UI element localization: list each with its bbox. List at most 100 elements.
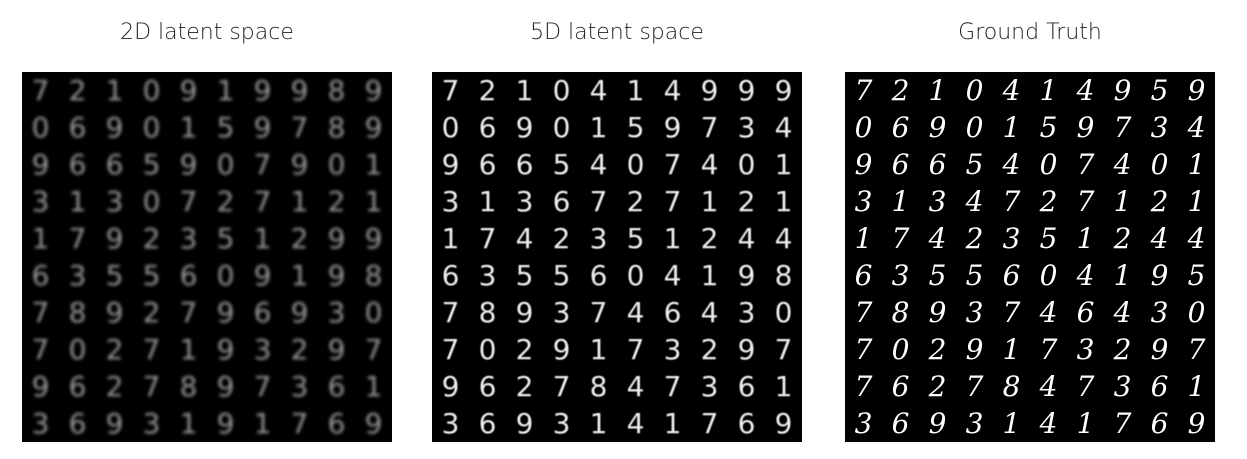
digit-cell: 9 bbox=[737, 332, 756, 366]
digit-cell: 5 bbox=[552, 147, 571, 181]
digit-cell: 7 bbox=[1076, 184, 1095, 218]
digit-cell: 3 bbox=[854, 184, 873, 218]
digit-cell: 1 bbox=[1039, 73, 1058, 107]
digit-cell: 0 bbox=[1039, 147, 1058, 181]
digit-cell: 9 bbox=[216, 406, 235, 440]
digit-cell: 6 bbox=[478, 369, 497, 403]
digit-cell: 9 bbox=[928, 295, 947, 329]
digit-cell: 1 bbox=[1076, 221, 1095, 255]
digit-cell: 7 bbox=[965, 369, 984, 403]
digit-cell: 6 bbox=[891, 369, 910, 403]
digit-cell: 9 bbox=[105, 110, 124, 144]
digit-cell: 1 bbox=[179, 110, 198, 144]
digit-cell: 7 bbox=[68, 221, 87, 255]
digit-cell: 0 bbox=[142, 73, 161, 107]
digit-cell: 2 bbox=[290, 221, 309, 255]
digit-cell: 7 bbox=[700, 110, 719, 144]
digit-cell: 1 bbox=[179, 332, 198, 366]
digit-cell: 7 bbox=[31, 332, 50, 366]
digit-cell: 7 bbox=[290, 110, 309, 144]
digit-cell: 3 bbox=[965, 406, 984, 440]
digit-cell: 0 bbox=[441, 110, 460, 144]
digit-cell: 2 bbox=[105, 332, 124, 366]
digit-cell: 2 bbox=[891, 73, 910, 107]
digit-cell: 4 bbox=[737, 221, 756, 255]
digit-cell: 0 bbox=[31, 110, 50, 144]
digit-cell: 1 bbox=[928, 73, 947, 107]
digit-cell: 3 bbox=[1150, 295, 1169, 329]
digit-cell: 1 bbox=[364, 184, 383, 218]
digit-cell: 2 bbox=[700, 221, 719, 255]
digit-cell: 1 bbox=[1113, 184, 1132, 218]
digit-cell: 5 bbox=[965, 258, 984, 292]
digit-cell: 6 bbox=[589, 258, 608, 292]
digit-cell: 4 bbox=[1039, 295, 1058, 329]
digit-cell: 4 bbox=[626, 406, 645, 440]
digit-cell: 6 bbox=[441, 258, 460, 292]
digit-cell: 0 bbox=[327, 147, 346, 181]
digit-cell: 3 bbox=[179, 221, 198, 255]
digit-cell: 1 bbox=[515, 73, 534, 107]
digit-cell: 9 bbox=[364, 221, 383, 255]
digit-cell: 5 bbox=[552, 258, 571, 292]
digit-cell: 3 bbox=[854, 406, 873, 440]
digit-cell: 6 bbox=[253, 295, 272, 329]
digit-cell: 4 bbox=[928, 221, 947, 255]
panel-title-2d: 2D latent space bbox=[120, 20, 294, 45]
digit-cell: 2 bbox=[737, 184, 756, 218]
digit-cell: 7 bbox=[253, 147, 272, 181]
digit-cell: 0 bbox=[774, 295, 793, 329]
digit-cell: 6 bbox=[327, 369, 346, 403]
digit-cell: 3 bbox=[1113, 369, 1132, 403]
digit-cell: 7 bbox=[854, 332, 873, 366]
digit-cell: 3 bbox=[965, 295, 984, 329]
digit-cell: 6 bbox=[891, 110, 910, 144]
digit-cell: 4 bbox=[1039, 369, 1058, 403]
digit-cell: 6 bbox=[552, 184, 571, 218]
digit-cell: 7 bbox=[142, 369, 161, 403]
digit-cell: 9 bbox=[515, 110, 534, 144]
digit-cell: 9 bbox=[928, 110, 947, 144]
digit-cell: 9 bbox=[216, 369, 235, 403]
digit-cell: 4 bbox=[1076, 258, 1095, 292]
digit-cell: 4 bbox=[1076, 73, 1095, 107]
digit-cell: 6 bbox=[737, 369, 756, 403]
digit-cell: 5 bbox=[626, 110, 645, 144]
digit-cell: 3 bbox=[663, 332, 682, 366]
digit-cell: 6 bbox=[478, 406, 497, 440]
digit-cell: 6 bbox=[1150, 369, 1169, 403]
digit-cell: 0 bbox=[364, 295, 383, 329]
digit-cell: 7 bbox=[854, 369, 873, 403]
digit-cell: 3 bbox=[253, 332, 272, 366]
digit-cell: 9 bbox=[179, 147, 198, 181]
digit-cell: 3 bbox=[700, 369, 719, 403]
digit-cell: 9 bbox=[31, 147, 50, 181]
digit-cell: 9 bbox=[1150, 258, 1169, 292]
digit-cell: 1 bbox=[1113, 258, 1132, 292]
digit-cell: 9 bbox=[253, 73, 272, 107]
digit-cell: 6 bbox=[105, 147, 124, 181]
digit-cell: 1 bbox=[1002, 332, 1021, 366]
digit-cell: 6 bbox=[928, 147, 947, 181]
digit-cell: 2 bbox=[142, 221, 161, 255]
digit-cell: 1 bbox=[68, 184, 87, 218]
digit-cell: 5 bbox=[965, 147, 984, 181]
digit-cell: 6 bbox=[31, 258, 50, 292]
digit-cell: 8 bbox=[478, 295, 497, 329]
digit-cell: 4 bbox=[589, 147, 608, 181]
digit-cell: 1 bbox=[1076, 406, 1095, 440]
digit-cell: 8 bbox=[327, 110, 346, 144]
digit-cell: 1 bbox=[105, 73, 124, 107]
digit-cell: 6 bbox=[1002, 258, 1021, 292]
digit-cell: 8 bbox=[774, 258, 793, 292]
digit-cell: 5 bbox=[1150, 73, 1169, 107]
digit-cell: 9 bbox=[216, 295, 235, 329]
digit-cell: 7 bbox=[1187, 332, 1206, 366]
digit-cell: 5 bbox=[515, 258, 534, 292]
digit-cell: 7 bbox=[854, 295, 873, 329]
digit-cell: 7 bbox=[1002, 184, 1021, 218]
digit-cell: 2 bbox=[1039, 184, 1058, 218]
digit-cell: 1 bbox=[478, 184, 497, 218]
